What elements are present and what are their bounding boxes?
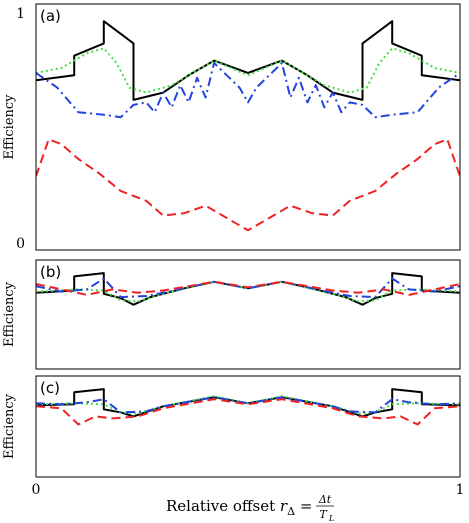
y-tick-label: 0: [16, 236, 25, 252]
panel-label: (a): [40, 7, 61, 25]
panel-label: (b): [40, 263, 61, 281]
y-axis-label: Efficiency: [2, 393, 17, 459]
series-line: [36, 396, 460, 414]
panel-label: (c): [40, 379, 60, 397]
series-line: [36, 62, 460, 119]
series-line: [36, 47, 460, 94]
y-tick-label: 1: [16, 6, 25, 22]
x-label-fraction-denominator-subscript: L: [328, 514, 334, 523]
x-tick-label: 0: [32, 482, 41, 498]
x-label-fraction-denominator: T: [319, 508, 328, 521]
series-line: [36, 398, 460, 426]
series-line: [36, 280, 460, 296]
axes-frame: [35, 259, 461, 370]
x-axis-label: Relative offset rΔ =: [166, 497, 312, 518]
x-tick-label: 1: [456, 482, 465, 498]
y-axis-label: Efficiency: [2, 281, 17, 347]
axes-frame: [35, 3, 461, 251]
series-line: [36, 395, 460, 415]
series-line: [36, 138, 460, 232]
x-label-fraction-numerator: Δt: [318, 493, 332, 506]
series-line: [36, 277, 460, 299]
series-line: [36, 272, 460, 306]
y-axis-label: Efficiency: [2, 94, 17, 160]
series-line: [36, 20, 460, 101]
axes-frame: [35, 375, 461, 478]
series-line: [36, 280, 460, 303]
